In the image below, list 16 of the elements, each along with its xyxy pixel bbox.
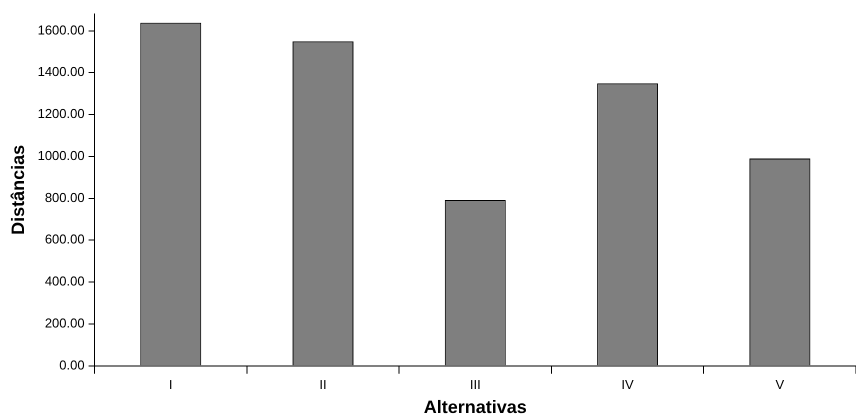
y-tick-label: 400.00 <box>44 274 85 289</box>
x-tick-label: I <box>168 377 173 392</box>
y-tick-label: 1600.00 <box>38 22 85 38</box>
y-axis-title: Distâncias <box>8 144 28 235</box>
y-tick-label: 0.00 <box>59 357 85 372</box>
y-tick-label: 1400.00 <box>38 64 85 80</box>
x-tick-label: IV <box>621 377 634 392</box>
x-tick-label: II <box>319 377 327 392</box>
y-tick-label: 600.00 <box>44 232 85 247</box>
y-tick-label: 800.00 <box>44 190 85 205</box>
x-tick-label: III <box>470 377 481 392</box>
y-tick-label: 200.00 <box>44 315 85 330</box>
y-tick-label: 1000.00 <box>38 148 85 163</box>
x-tick-label: V <box>776 377 785 392</box>
x-axis-title: Alternativas <box>424 397 527 418</box>
y-tick-label: 1200.00 <box>38 106 85 122</box>
